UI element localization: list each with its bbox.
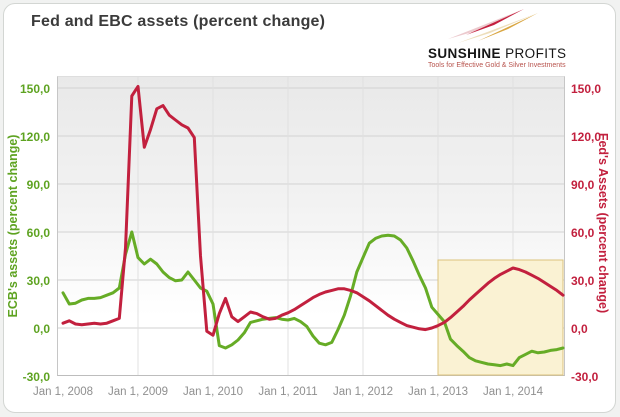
x-tick-label: Jan 1, 2013: [407, 386, 469, 398]
x-tick-label: Jan 1, 2014: [482, 386, 544, 398]
y-tick-label-left: -30,0: [22, 370, 50, 384]
y-tick-label-left: 60,0: [26, 226, 50, 240]
y-tick-label-right: 120,0: [571, 130, 602, 144]
y-tick-label-right: 60,0: [571, 226, 595, 240]
y-tick-label-right: 150,0: [571, 82, 602, 96]
x-tick-label: Jan 1, 2012: [332, 386, 394, 398]
y-tick-label-left: 150,0: [19, 82, 50, 96]
y-tick-label-left: 120,0: [19, 130, 50, 144]
sunshine-profits-logo: SUNSHINE PROFITS Tools for Effective Gol…: [428, 9, 588, 69]
x-tick-label: Jan 1, 2008: [32, 386, 94, 398]
x-tick-label: Jan 1, 2009: [107, 386, 169, 398]
logo-name-regular: PROFITS: [505, 46, 567, 61]
plot-area: [57, 76, 565, 376]
y-tick-label-left: 90,0: [26, 178, 50, 192]
logo-name-bold: SUNSHINE: [428, 46, 501, 61]
y-tick-label-left: 0,0: [33, 322, 50, 336]
y-tick-label-right: 0,0: [571, 322, 588, 336]
x-tick-label: Jan 1, 2011: [258, 386, 318, 398]
logo-tagline: Tools for Effective Gold & Silver Invest…: [428, 62, 566, 69]
y-tick-label-right: -30,0: [571, 370, 599, 384]
y-tick-label-right: 90,0: [571, 178, 595, 192]
y-tick-label-right: 30,0: [571, 274, 595, 288]
y-tick-label-left: 30,0: [26, 274, 50, 288]
x-tick-label: Jan 1, 2010: [182, 386, 244, 398]
logo-name: SUNSHINE PROFITS: [428, 46, 588, 61]
chart-title: Fed and EBC assets (percent change): [31, 13, 326, 30]
logo-darts-icon: [448, 9, 538, 43]
